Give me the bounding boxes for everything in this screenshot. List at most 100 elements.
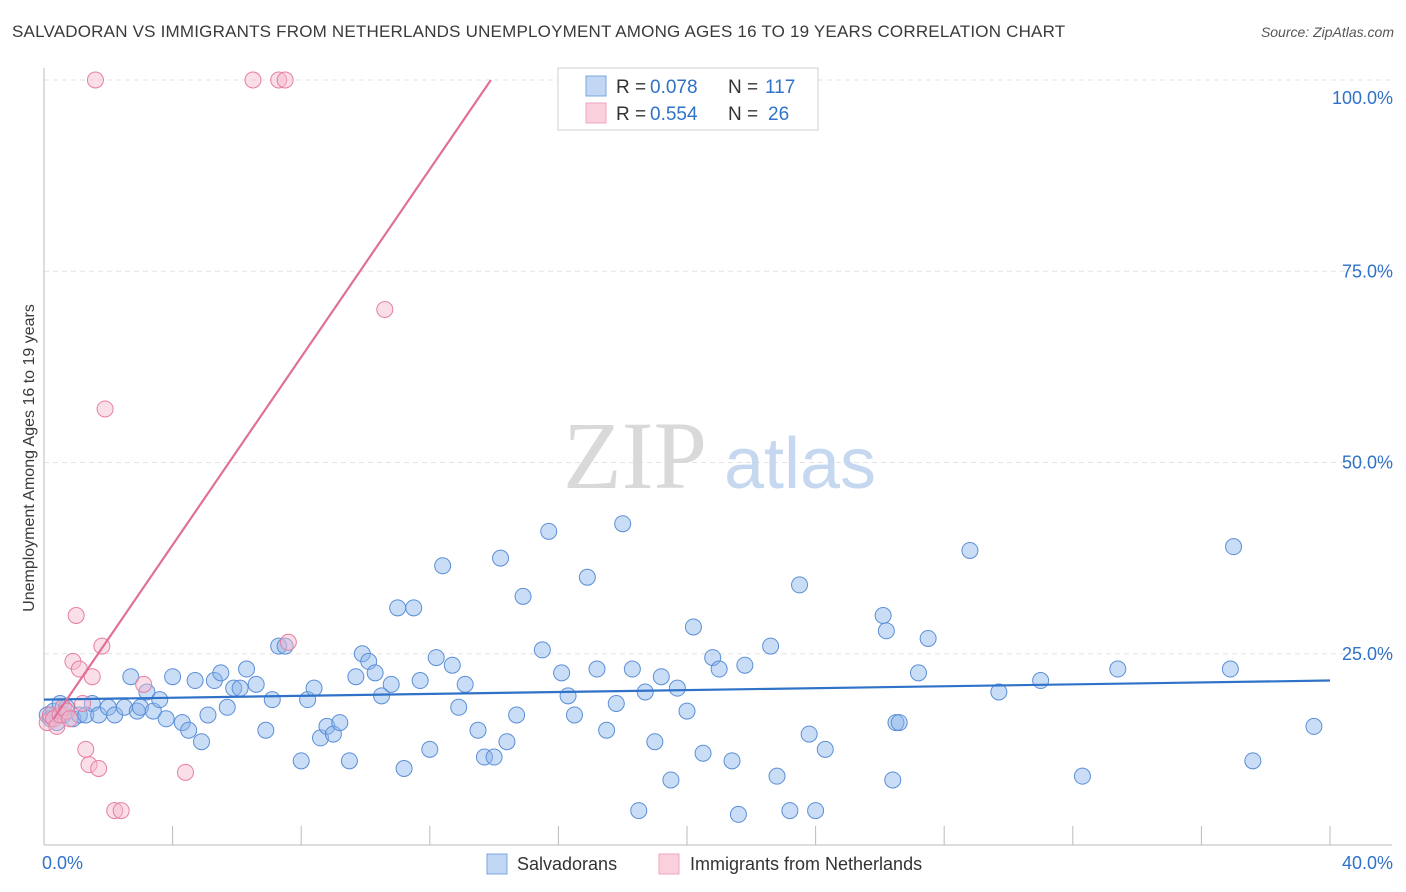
salvadorans-point (389, 599, 407, 617)
salvadorans-point (909, 664, 927, 682)
salvadorans-point (623, 660, 641, 678)
salvadorans-point (238, 660, 256, 678)
netherlands-points (38, 71, 394, 820)
salvadorans-point (450, 698, 468, 716)
stats-r-value-pink: 0.554 (650, 104, 698, 125)
series-legend: Salvadorans Immigrants from Netherlands (486, 853, 922, 875)
legend-swatch-netherlands (658, 853, 680, 875)
salvadorans-point (607, 694, 625, 712)
salvadorans-point (180, 721, 198, 739)
stats-legend-swatch-blue (585, 75, 607, 97)
salvadorans-point (443, 656, 461, 674)
salvadorans-point (723, 752, 741, 770)
salvadorans-point (646, 733, 664, 751)
salvadorans-point (630, 802, 648, 820)
salvadorans-point (652, 668, 670, 686)
salvadorans-point (768, 767, 786, 785)
netherlands-point (86, 71, 104, 89)
salvadorans-point (382, 675, 400, 693)
legend-label-salvadorans: Salvadorans (517, 854, 617, 874)
salvadorans-point (186, 672, 204, 690)
salvadorans-point (122, 668, 140, 686)
salvadorans-point (434, 557, 452, 575)
stats-n-value-pink: 26 (768, 104, 789, 125)
salvadorans-point (514, 587, 532, 605)
salvadorans-point (961, 541, 979, 559)
salvadorans-point (678, 702, 696, 720)
salvadorans-point (559, 687, 577, 705)
salvadorans-point (427, 649, 445, 667)
netherlands-point (106, 802, 124, 820)
salvadorans-point (1244, 752, 1262, 770)
salvadorans-trend-line (43, 679, 1331, 701)
salvadorans-point (800, 725, 818, 743)
salvadorans-point (884, 771, 902, 789)
salvadorans-point (636, 683, 654, 701)
salvadorans-point (193, 733, 211, 751)
stats-legend-swatch-pink (585, 102, 607, 124)
salvadorans-point (540, 522, 558, 540)
salvadorans-point (578, 568, 596, 586)
salvadorans-point (263, 691, 281, 709)
salvadorans-point (816, 740, 834, 758)
netherlands-point (74, 694, 92, 712)
salvadorans-point (151, 691, 169, 709)
salvadorans-point (395, 760, 413, 777)
salvadorans-point (807, 802, 825, 820)
netherlands-point (61, 710, 79, 728)
salvadorans-point (475, 748, 493, 766)
salvadorans-point (340, 752, 358, 770)
legend-swatch-salvadorans (486, 853, 508, 875)
stats-n-label-pink: N = (728, 104, 758, 125)
salvadorans-point (231, 679, 249, 697)
salvadorans-point (1032, 672, 1050, 690)
salvadorans-point (710, 660, 728, 678)
netherlands-trend-line (52, 79, 492, 720)
salvadorans-point (668, 679, 686, 697)
stats-n-label-blue: N = (728, 77, 758, 98)
legend-label-netherlands: Immigrants from Netherlands (690, 854, 922, 874)
netherlands-point (276, 71, 294, 89)
salvadorans-point (1221, 660, 1239, 678)
chart-source: Source: ZipAtlas.com (1260, 24, 1394, 40)
salvadorans-point (421, 740, 439, 758)
stats-legend: R = 0.078 N = 117 R = 0.554 N = 26 (557, 67, 819, 131)
netherlands-point (83, 668, 101, 686)
watermark-zip: ZIP (563, 402, 707, 509)
salvadorans-point (598, 721, 616, 739)
salvadorans-point (684, 618, 702, 636)
netherlands-point (270, 71, 288, 89)
salvadorans-point (990, 683, 1008, 701)
x-tick-label: 40.0% (1342, 853, 1393, 873)
salvadorans-point (331, 714, 349, 732)
y-tick-label: 50.0% (1342, 453, 1393, 473)
gridlines (44, 79, 1392, 655)
salvadorans-point (662, 771, 680, 789)
salvadorans-point (919, 629, 937, 647)
netherlands-point (279, 633, 297, 651)
salvadorans-point (498, 733, 516, 751)
salvadorans-point (781, 802, 799, 820)
netherlands-point (90, 760, 108, 777)
salvadorans-point (347, 668, 365, 686)
salvadorans-point (405, 599, 423, 617)
netherlands-point (135, 675, 153, 693)
salvadorans-point (366, 664, 384, 682)
salvadorans-point (614, 515, 632, 533)
salvadorans-point (292, 752, 310, 770)
salvadorans-point (791, 576, 809, 594)
salvadorans-point (588, 660, 606, 678)
watermark: ZIP atlas (563, 402, 876, 509)
salvadorans-point (157, 710, 175, 728)
salvadorans-points (38, 515, 1323, 823)
salvadorans-point (199, 706, 217, 724)
salvadorans-point (694, 744, 712, 762)
y-tick-label: 75.0% (1342, 261, 1393, 281)
trend-lines (43, 79, 1331, 720)
chart-title: SALVADORAN VS IMMIGRANTS FROM NETHERLAND… (12, 22, 1066, 41)
salvadorans-point (164, 668, 182, 686)
netherlands-point (77, 740, 95, 758)
netherlands-point (80, 756, 98, 774)
salvadorans-point (456, 675, 474, 693)
